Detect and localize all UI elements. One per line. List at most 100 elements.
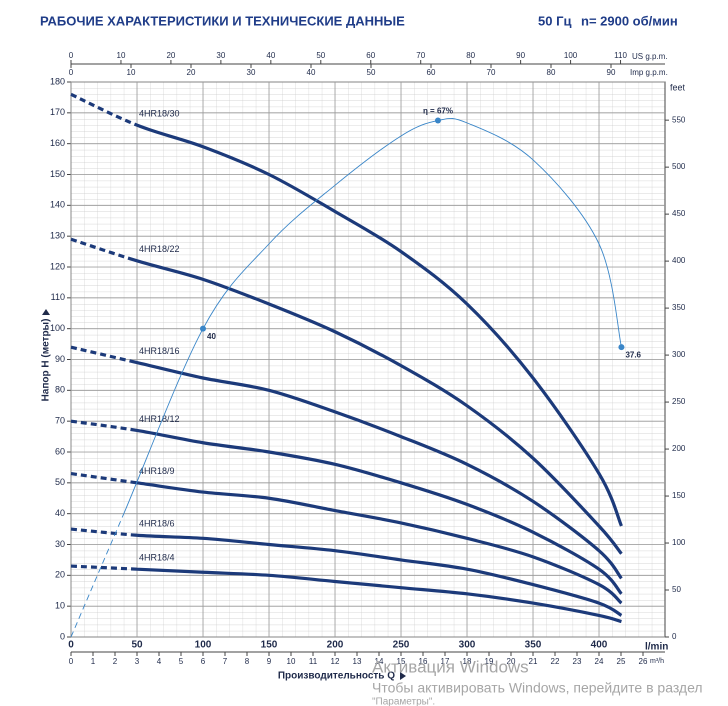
m3h-tick-label: 21 — [529, 657, 538, 666]
y2-unit: feet — [670, 82, 686, 92]
y-tick-label: 50 — [55, 477, 65, 487]
us_gpm-tick-label: 20 — [166, 51, 175, 60]
y2-tick-label: 100 — [672, 538, 686, 547]
y-tick-label: 110 — [51, 292, 65, 302]
imp_gpm-tick-label: 50 — [367, 68, 376, 77]
efficiency-label: η = 67% — [423, 107, 453, 116]
efficiency-point — [618, 344, 625, 351]
m3h-tick-label: 6 — [201, 657, 206, 666]
us_gpm-tick-label: 30 — [216, 51, 225, 60]
arrow — [400, 672, 406, 680]
m3h-tick-label: 18 — [463, 657, 472, 666]
m3h-tick-label: 7 — [223, 657, 228, 666]
series-label: 4HR18/22 — [139, 244, 180, 254]
series-label: 4HR18/6 — [139, 519, 175, 529]
x-tick-label: 400 — [591, 640, 608, 651]
y2-tick-label: 350 — [672, 303, 686, 312]
m3h-tick-label: 17 — [441, 657, 450, 666]
y-tick-label: 150 — [50, 169, 65, 179]
us_gpm-tick-label: 80 — [466, 51, 475, 60]
series-label: 4HR18/30 — [139, 109, 180, 119]
watermark: Чтобы активировать Windows, перейдите в … — [372, 680, 703, 696]
m3h-tick-label: 13 — [353, 657, 362, 666]
y-tick-label: 130 — [50, 231, 65, 241]
y2-tick-label: 300 — [672, 350, 686, 359]
pump-curve — [70, 527, 623, 617]
m3h-tick-label: 19 — [485, 657, 494, 666]
chart-title: РАБОЧИЕ ХАРАКТЕРИСТИКИ И ТЕХНИЧЕСКИЕ ДАН… — [40, 13, 405, 28]
pump-curve — [70, 564, 622, 624]
m3h-tick-label: 14 — [375, 657, 384, 666]
y-tick-label: 180 — [50, 76, 65, 86]
pump-curve — [70, 237, 623, 555]
y-axis-title: Напор Н (метры) — [41, 319, 52, 402]
y2-tick-label: 200 — [672, 444, 686, 453]
m3h-tick-label: 20 — [507, 657, 516, 666]
imp-gpm-unit: Imp g.p.m. — [630, 68, 668, 77]
x-tick-label: 0 — [68, 640, 74, 651]
y2-tick-label: 500 — [672, 162, 686, 171]
m3h-tick-label: 5 — [179, 657, 184, 666]
us_gpm-tick-label: 0 — [69, 51, 74, 60]
imp_gpm-tick-label: 90 — [607, 68, 616, 77]
m3h-tick-label: 1 — [91, 657, 96, 666]
y2-tick-label: 400 — [672, 256, 686, 265]
frequency: 50 Гц — [538, 13, 571, 28]
pump-curve — [70, 419, 623, 595]
plot: 0102030405060708090100110120130140150160… — [50, 51, 686, 666]
m3h-tick-label: 9 — [267, 657, 272, 666]
watermark: "Параметры". — [372, 697, 435, 706]
y-tick-label: 140 — [50, 200, 65, 210]
y2-tick-label: 0 — [672, 632, 677, 641]
m3h-tick-label: 23 — [573, 657, 582, 666]
y2-tick-label: 50 — [672, 585, 681, 594]
m3h-tick-label: 24 — [595, 657, 604, 666]
watermark: Активация Windows — [372, 657, 529, 676]
m3h-unit: m³/h — [650, 658, 664, 665]
us_gpm-tick-label: 60 — [366, 51, 375, 60]
y-tick-label: 20 — [55, 570, 65, 580]
x-tick-label: 350 — [525, 640, 542, 651]
x-tick-label: 200 — [327, 640, 344, 651]
m3h-tick-label: 4 — [157, 657, 162, 666]
efficiency-point — [200, 325, 206, 332]
m3h-tick-label: 26 — [639, 657, 648, 666]
imp_gpm-tick-label: 60 — [427, 68, 436, 77]
y-tick-label: 90 — [55, 354, 65, 364]
y-tick-label: 40 — [55, 508, 65, 518]
y2-tick-label: 250 — [672, 397, 686, 406]
y2-tick-label: 450 — [672, 209, 686, 218]
m3h-tick-label: 22 — [551, 657, 560, 666]
us_gpm-tick-label: 110 — [614, 51, 627, 60]
imp_gpm-tick-label: 0 — [69, 68, 74, 77]
y-tick-label: 0 — [60, 631, 65, 641]
series-label: 4HR18/9 — [139, 466, 175, 476]
m3h-tick-label: 12 — [331, 657, 340, 666]
y-tick-label: 100 — [50, 323, 65, 333]
x-axis-title: Производительность Q — [278, 671, 395, 682]
y-tick-label: 160 — [50, 138, 65, 148]
us_gpm-tick-label: 40 — [266, 51, 275, 60]
y-tick-label: 30 — [55, 539, 65, 549]
imp_gpm-tick-label: 80 — [547, 68, 556, 77]
m3h-tick-label: 8 — [245, 657, 250, 666]
pump-curve — [70, 471, 623, 605]
y-tick-label: 10 — [55, 601, 65, 611]
y-tick-label: 80 — [55, 385, 65, 395]
us_gpm-tick-label: 50 — [316, 51, 325, 60]
imp_gpm-tick-label: 30 — [247, 68, 256, 77]
x-tick-label: 100 — [195, 640, 212, 651]
y-tick-label: 120 — [50, 261, 65, 271]
y-tick-label: 60 — [55, 446, 65, 456]
y-tick-label: 70 — [55, 416, 65, 426]
m3h-tick-label: 2 — [113, 657, 118, 666]
x-tick-label: 250 — [393, 640, 410, 651]
m3h-tick-label: 11 — [309, 657, 318, 666]
series-label: 4HR18/4 — [139, 553, 175, 563]
m3h-tick-label: 15 — [397, 657, 406, 666]
x-unit: l/min — [645, 642, 668, 653]
speed: n= 2900 об/мин — [581, 13, 678, 28]
us_gpm-tick-label: 70 — [416, 51, 425, 60]
efficiency-curve — [70, 117, 622, 638]
